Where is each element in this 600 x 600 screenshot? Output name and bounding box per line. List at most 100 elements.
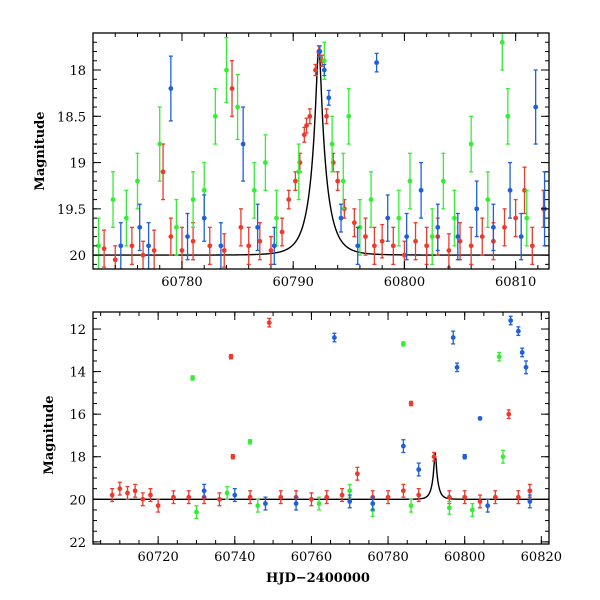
data-point-green <box>157 106 163 182</box>
data-point-green <box>110 171 116 229</box>
data-point-blue <box>317 45 323 58</box>
data-point-blue <box>477 416 483 421</box>
data-point-red <box>313 63 318 77</box>
y-tick-label: 18 <box>69 64 86 79</box>
data-point-red <box>151 229 157 269</box>
data-point-red <box>217 492 222 507</box>
data-point-red <box>160 143 166 201</box>
data-point-green <box>346 87 352 145</box>
data-point-red <box>257 222 263 261</box>
y-tick-label: 22 <box>69 536 86 551</box>
data-point-green <box>469 502 475 517</box>
data-point-green <box>440 152 446 210</box>
data-point-blue <box>218 222 224 269</box>
y-tick-label: 12 <box>69 323 86 338</box>
series-green <box>96 33 530 269</box>
data-point-blue <box>385 194 391 242</box>
data-point-red <box>109 488 115 503</box>
data-point-red <box>502 208 507 247</box>
x-tick-label: 60810 <box>495 275 536 290</box>
data-point-red <box>229 60 235 117</box>
data-point-blue <box>332 332 337 343</box>
data-point-red <box>266 317 272 328</box>
x-tick-label: 60800 <box>384 275 425 290</box>
data-point-blue <box>255 203 261 252</box>
data-point-green <box>400 341 406 347</box>
series-blue <box>201 315 533 513</box>
x-tick-label: 60780 <box>161 275 202 290</box>
data-point-blue <box>485 498 491 513</box>
series-red <box>101 45 546 269</box>
data-point-green <box>174 198 179 256</box>
data-point-red <box>424 226 430 266</box>
data-point-green <box>524 189 530 247</box>
data-point-green <box>135 152 140 210</box>
data-point-red <box>307 108 313 125</box>
x-tick-label: 60790 <box>273 275 314 290</box>
series-blue <box>118 45 547 269</box>
x-tick-label: 60800 <box>444 550 485 565</box>
data-point-green <box>190 375 196 381</box>
data-point-blue <box>168 55 174 122</box>
bottom-panel-x-axis-label: HJD−2400000 <box>266 571 370 586</box>
data-point-blue <box>533 69 539 145</box>
data-point-red <box>246 226 252 266</box>
data-point-blue <box>435 203 441 252</box>
y-tick-label: 20 <box>69 249 86 264</box>
data-point-green <box>468 115 474 173</box>
data-point-blue <box>455 212 461 261</box>
data-point-green <box>368 171 374 229</box>
data-point-blue <box>271 226 277 266</box>
data-point-green <box>396 189 402 247</box>
bottom-panel-full-light-curve: 60720 60740 60760 60780 60800 60820 12 14 16 18 20… <box>69 311 562 565</box>
data-point-red <box>278 490 284 505</box>
data-point-red <box>355 466 360 481</box>
data-point-red <box>431 451 437 462</box>
x-tick-label: 60780 <box>367 550 408 565</box>
x-tick-label: 60740 <box>214 550 255 565</box>
data-point-red <box>416 488 422 503</box>
data-point-green <box>224 36 229 104</box>
data-point-red <box>468 226 474 266</box>
data-point-green <box>499 33 505 71</box>
data-point-blue <box>326 89 332 106</box>
plot-frame <box>92 32 550 270</box>
data-point-blue <box>400 439 406 454</box>
data-point-blue <box>201 483 207 498</box>
data-point-red <box>101 229 107 268</box>
data-point-green <box>235 73 240 141</box>
data-point-blue <box>518 212 524 261</box>
data-point-red <box>140 492 146 507</box>
data-point-red <box>301 126 307 143</box>
data-point-green <box>505 87 511 145</box>
x-tick-label: 60820 <box>521 550 562 565</box>
bottom-panel-y-axis-label: Magnitude <box>42 395 57 474</box>
x-tick-label: 60760 <box>291 550 332 565</box>
data-point-green <box>255 498 261 513</box>
data-point-red <box>155 498 161 513</box>
data-point-red <box>513 198 519 238</box>
data-point-green <box>212 87 218 145</box>
data-point-blue <box>507 161 513 219</box>
data-point-green <box>316 496 322 511</box>
data-point-red <box>230 453 236 460</box>
data-point-green <box>224 485 230 500</box>
data-point-red <box>238 208 244 247</box>
data-point-blue <box>263 496 268 511</box>
data-point-green <box>262 134 268 191</box>
data-point-red <box>125 485 130 500</box>
data-point-blue <box>370 496 376 511</box>
data-point-red <box>371 226 377 266</box>
data-point-red <box>247 490 253 505</box>
data-point-green <box>485 171 491 229</box>
data-point-red <box>529 226 535 266</box>
data-point-blue <box>474 180 480 238</box>
plot-area <box>93 315 549 520</box>
y-tick-label: 16 <box>69 408 86 423</box>
data-point-blue <box>454 362 460 373</box>
data-point-green <box>446 500 452 515</box>
data-point-red <box>221 233 227 268</box>
data-point-blue <box>185 212 190 261</box>
data-point-red <box>117 481 123 496</box>
